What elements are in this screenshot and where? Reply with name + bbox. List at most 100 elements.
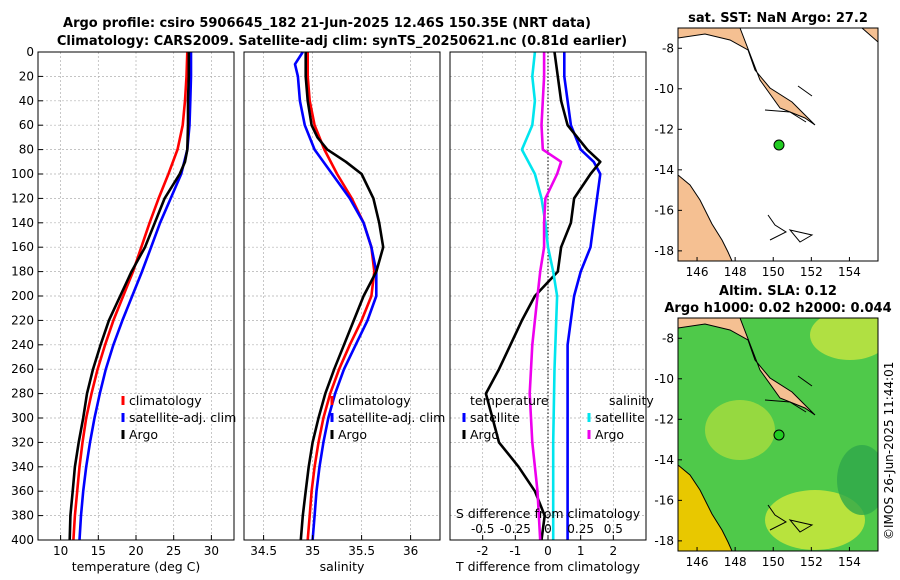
- depth-tick-label: 140: [11, 216, 34, 230]
- salinity-xtick-label: 35: [305, 544, 320, 558]
- figure-title-line1: Argo profile: csiro 5906645_182 21-Jun-2…: [63, 16, 591, 31]
- temperature-xlabel: temperature (deg C): [72, 559, 201, 574]
- depth-tick-label: 60: [19, 118, 34, 132]
- sst-map-ytick-label: -14: [654, 163, 674, 177]
- credit-text: ©IMOS 26-Jun-2025 11:44:01: [882, 362, 896, 540]
- sla-map-frame: [677, 317, 879, 552]
- salinity-xtick-label: 34.5: [250, 544, 277, 558]
- depth-tick-label: 380: [11, 509, 34, 523]
- sla-map: 146 148 150 152 154 -8 -10 -12 -14 -16 -18: [654, 317, 879, 569]
- sla-argo-marker: [773, 429, 785, 441]
- diff-legend-t-sat-label: satellite: [470, 410, 520, 425]
- temp-legend-0-label: climatology: [129, 393, 202, 408]
- diff-legend-s-argo-label: Argo: [595, 427, 624, 442]
- depth-tick-label: 120: [11, 191, 34, 205]
- series-argo: [68, 52, 191, 541]
- depth-tick-label: 200: [11, 289, 34, 303]
- sla-map-ytick-label: -14: [654, 453, 674, 467]
- depth-tick-label: 360: [11, 484, 34, 498]
- depth-tick-label: 340: [11, 460, 34, 474]
- sla-map-yellow-patch: [810, 318, 878, 360]
- series-t-satellite: [562, 52, 602, 540]
- sst-map-ytick-label: -10: [654, 82, 674, 96]
- sst-map-xtick-label: 146: [686, 265, 709, 279]
- sal-legend-1-label: satellite-adj. clim: [338, 410, 445, 425]
- diff-legend-s-title: salinity: [609, 393, 654, 408]
- diff-stick-label: 0.5: [604, 522, 623, 536]
- temperature-xtick-label: 20: [128, 544, 143, 558]
- sst-map-title: sat. SST: NaN Argo: 27.2: [688, 11, 868, 26]
- temp-legend-1-label: satellite-adj. clim: [129, 410, 236, 425]
- depth-tick-label: 300: [11, 411, 34, 425]
- sst-argo-marker: [773, 139, 785, 151]
- sst-map-islands: [764, 85, 814, 243]
- sla-map-xtick-label: 152: [800, 555, 823, 569]
- series-climatology: [72, 51, 189, 541]
- salinity-frame: [243, 51, 441, 541]
- sst-map-xtick-label: 152: [800, 265, 823, 279]
- temperature-xtick-label: 10: [53, 544, 68, 558]
- depth-tick-label: 400: [11, 533, 34, 547]
- sst-map-xtick-label: 150: [762, 265, 785, 279]
- diff-stick-label: -0.5: [471, 522, 494, 536]
- series-satellite-adj-clim: [293, 51, 378, 541]
- sst-map-ytick-label: -16: [654, 203, 674, 217]
- sst-map: 146 148 150 152 154 -8 -10 -12 -14 -16 -18: [654, 27, 879, 279]
- sla-map-xtick-label: 148: [724, 555, 747, 569]
- depth-tick-label: 40: [19, 94, 34, 108]
- differences-xtick-label: -1: [509, 544, 521, 558]
- diff-legend-s-sat-label: satellite: [595, 410, 645, 425]
- differences-xtick-label: -2: [477, 544, 489, 558]
- sla-map-ytick-label: -10: [654, 372, 674, 386]
- diff-stick-label: -0.25: [500, 522, 531, 536]
- depth-tick-label: 100: [11, 167, 34, 181]
- salinity-xtick-label: 35.5: [348, 544, 375, 558]
- sla-map-yellow-patch: [705, 400, 775, 460]
- depth-tick-label: 240: [11, 338, 34, 352]
- temp-legend-2-label: Argo: [129, 427, 158, 442]
- sal-legend-0-label: climatology: [338, 393, 411, 408]
- sla-map-australia-land: [678, 464, 733, 551]
- sla-map-yellow-patch: [765, 490, 865, 550]
- depth-tick-label: 80: [19, 143, 34, 157]
- sla-map-xtick-label: 146: [686, 555, 709, 569]
- sst-map-png-land: [678, 28, 816, 126]
- sst-map-xtick-label: 148: [724, 265, 747, 279]
- sst-map-ytick-label: -8: [662, 41, 674, 55]
- temperature-xtick-label: 25: [166, 544, 181, 558]
- sla-map-ytick-label: -12: [654, 412, 674, 426]
- sla-map-islands: [764, 375, 814, 533]
- depth-tick-label: 260: [11, 362, 34, 376]
- sla-map-ytick-label: -8: [662, 331, 674, 345]
- diff-legend-t-title: temperature: [470, 393, 549, 408]
- salinity-panel: 34.5 35 35.5 36 salinity climatology satellite…: [243, 51, 445, 574]
- sla-map-png-land: [678, 318, 816, 416]
- temperature-xtick-label: 30: [204, 544, 219, 558]
- sla-map-dark-patch: [837, 445, 878, 515]
- differences-xlabel: T difference from climatology: [455, 559, 641, 574]
- sla-map-xtick-label: 154: [838, 555, 861, 569]
- salinity-xlabel: salinity: [320, 559, 365, 574]
- figure-title-line2: Climatology: CARS2009. Satellite-adj cli…: [57, 34, 627, 49]
- diff-stick-label: 0.25: [567, 522, 594, 536]
- depth-tick-label: 180: [11, 265, 34, 279]
- diff-xlabel-top: S difference from climatology: [456, 506, 641, 521]
- depth-tick-label: 20: [19, 69, 34, 83]
- sla-map-title: Altim. SLA: 0.12: [719, 284, 837, 299]
- depth-tick-label: 160: [11, 240, 34, 254]
- differences-xtick-label: 2: [610, 544, 618, 558]
- sst-map-frame: [677, 27, 879, 262]
- sst-map-bismarck-land: [861, 28, 878, 43]
- sst-map-xtick-label: 154: [838, 265, 861, 279]
- difference-panel: -2 -1 0 1 2T difference from climatology S di…: [449, 51, 654, 574]
- sla-map-xtick-label: 150: [762, 555, 785, 569]
- depth-tick-label: 220: [11, 313, 34, 327]
- sal-legend-2-label: Argo: [338, 427, 367, 442]
- diff-legend-t-argo-label: Argo: [470, 427, 499, 442]
- temperature-xtick-label: 15: [91, 544, 106, 558]
- series-argo: [299, 52, 385, 541]
- sla-map-subtitle: Argo h1000: 0.02 h2000: 0.044: [664, 301, 891, 316]
- salinity-xtick-label: 36: [403, 544, 418, 558]
